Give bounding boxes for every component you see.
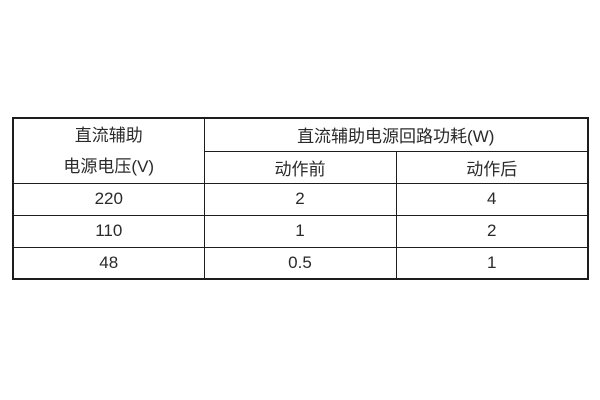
table-row: 48 0.5 1	[12, 246, 589, 280]
after-action-value: 4	[395, 182, 589, 216]
voltage-header-line2: 电源电压(V)	[63, 156, 155, 176]
power-consumption-table: 直流辅助 电源电压(V) 直流辅助电源回路功耗(W) 动作前 动作后 220 2…	[12, 117, 589, 280]
power-group-header: 直流辅助电源回路功耗(W)	[203, 117, 589, 152]
voltage-header-line1: 直流辅助	[74, 125, 143, 145]
header-row-group: 直流辅助 电源电压(V) 直流辅助电源回路功耗(W)	[12, 117, 589, 184]
after-action-header: 动作后	[395, 150, 589, 184]
voltage-value: 220	[12, 182, 205, 216]
table-row: 110 1 2	[12, 214, 589, 248]
header-row-sub: 动作前 动作后	[13, 150, 589, 184]
before-action-header: 动作前	[203, 150, 397, 184]
voltage-value: 110	[12, 214, 205, 248]
before-action-value: 2	[203, 182, 397, 216]
after-action-value: 2	[395, 214, 589, 248]
after-action-value: 1	[395, 246, 589, 280]
voltage-value: 48	[12, 246, 205, 280]
voltage-column-header: 直流辅助 电源电压(V)	[12, 117, 205, 184]
before-action-value: 1	[203, 214, 397, 248]
before-action-value: 0.5	[203, 246, 397, 280]
table-row: 220 2 4	[12, 182, 589, 216]
